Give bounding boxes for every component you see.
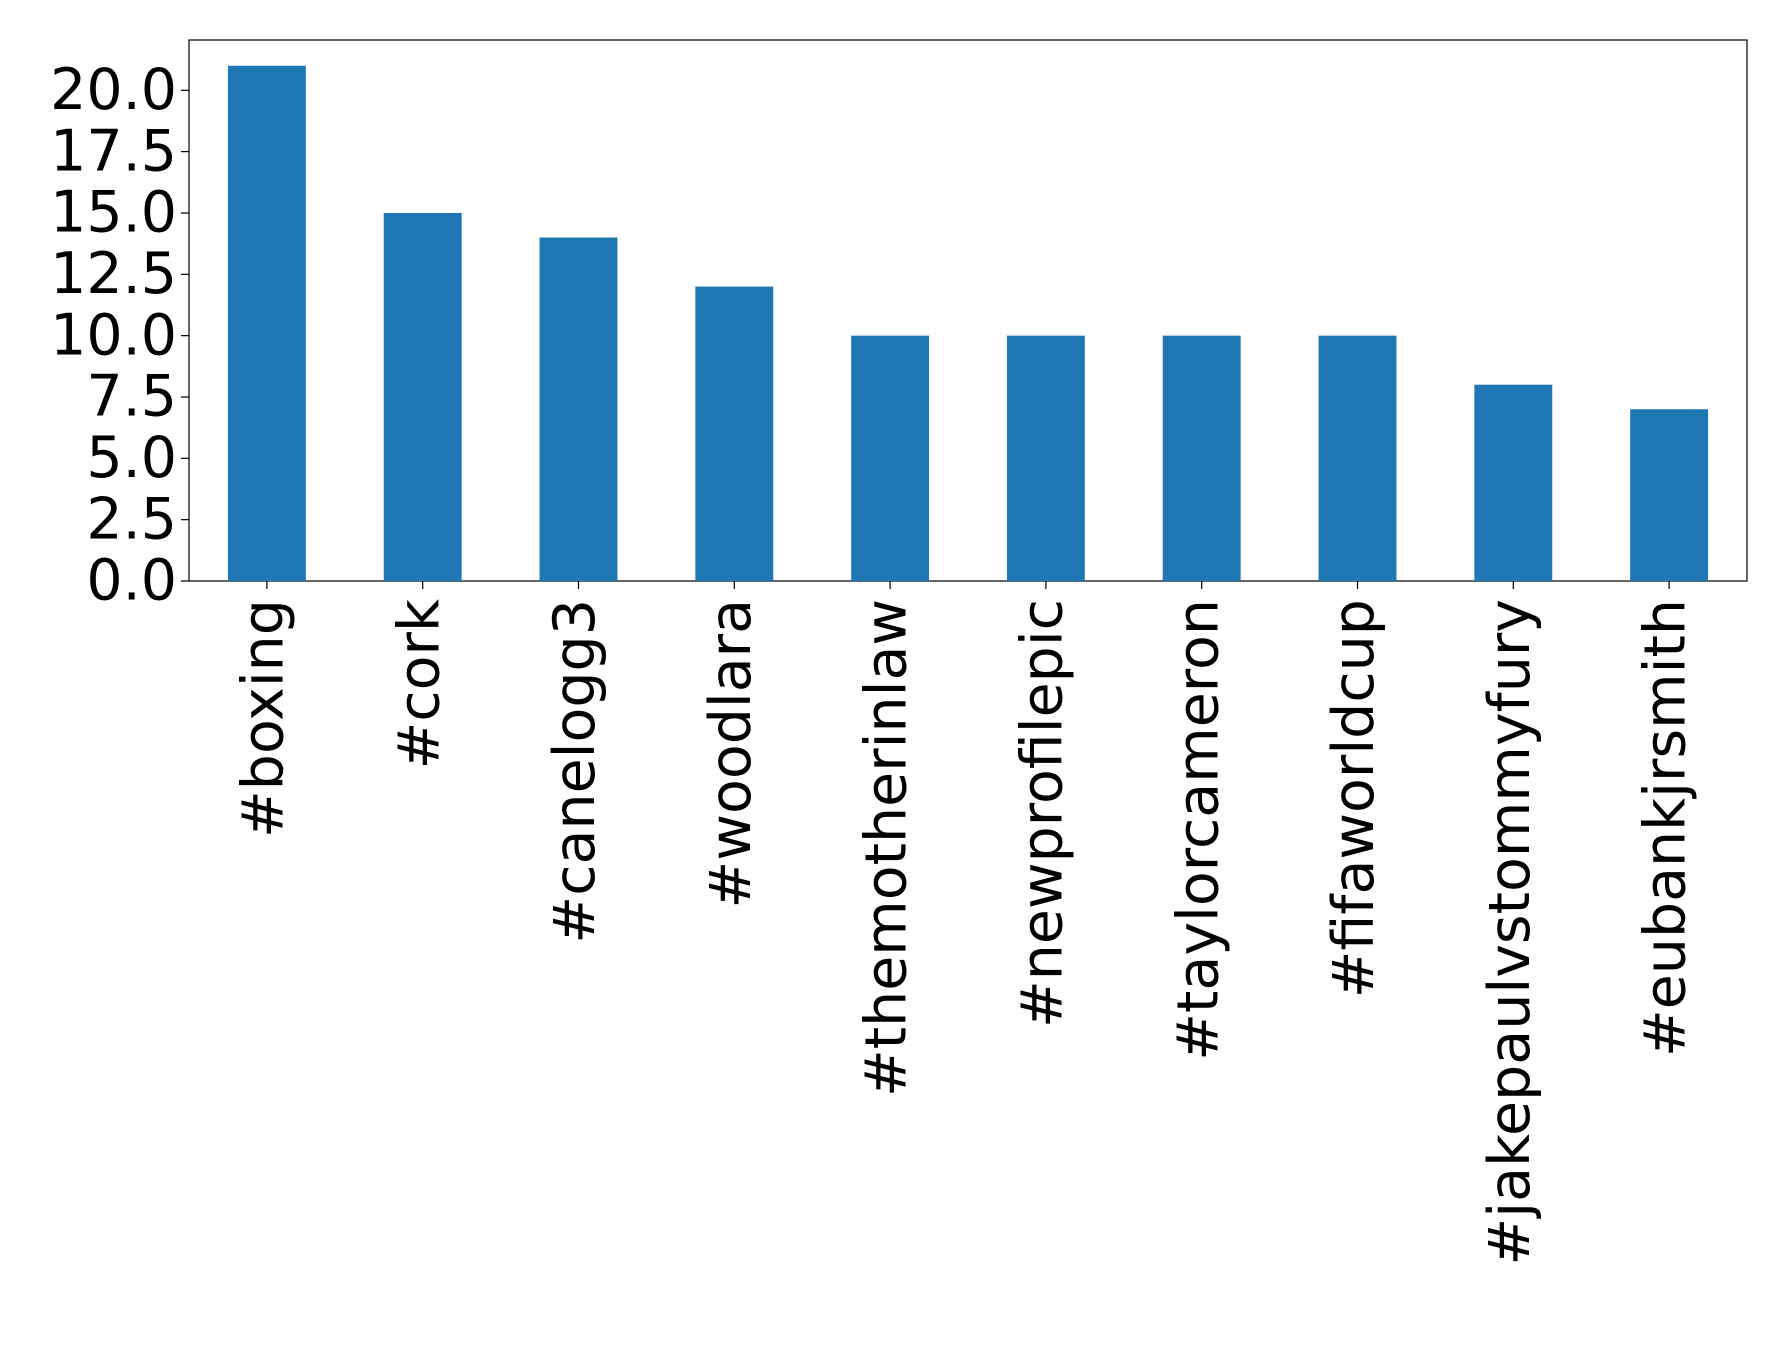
bar: [227, 65, 306, 581]
x-tick-label: #newprofilepic: [1010, 599, 1076, 1028]
bar: [851, 335, 930, 581]
y-tick-label: 12.5: [50, 241, 177, 307]
bar: [383, 212, 462, 582]
plot-frame: [188, 39, 1748, 582]
y-tick-label: 10.0: [50, 302, 177, 368]
x-tick-label: #canelogg3: [542, 599, 608, 944]
y-tick-label: 7.5: [86, 364, 177, 430]
y-tick-label: 5.0: [86, 425, 177, 491]
bar: [1162, 335, 1241, 581]
y-tick-label: 0.0: [86, 548, 177, 614]
y-tick-label: 15.0: [50, 180, 177, 246]
y-tick-label: 2.5: [86, 486, 177, 552]
x-tick-label: #themotherinlaw: [854, 599, 920, 1097]
bar: [1318, 335, 1397, 581]
bar: [1006, 335, 1085, 581]
x-tick-label: #jakepaulvstommyfury: [1477, 599, 1543, 1265]
x-tick-label: #taylorcameron: [1165, 599, 1231, 1061]
bar: [539, 237, 618, 581]
x-tick-label: #fifaworldcup: [1321, 599, 1387, 998]
x-tick-label: #cork: [386, 599, 452, 769]
x-tick-label: #boxing: [231, 599, 297, 838]
y-tick-label: 17.5: [50, 118, 177, 184]
bar: [1474, 384, 1553, 581]
x-tick-label: #eubankjrsmith: [1633, 599, 1699, 1057]
bar: [1630, 409, 1709, 581]
y-tick-label: 20.0: [50, 57, 177, 123]
x-tick-label: #woodlara: [698, 599, 764, 908]
bar: [695, 286, 774, 581]
